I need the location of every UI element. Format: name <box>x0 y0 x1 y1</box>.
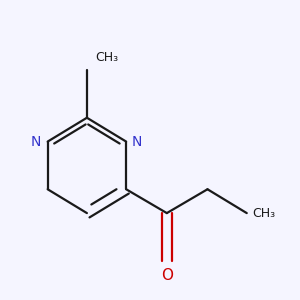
Text: N: N <box>131 135 142 148</box>
Text: CH₃: CH₃ <box>252 207 275 220</box>
Text: N: N <box>31 135 41 148</box>
Text: O: O <box>161 268 173 283</box>
Text: CH₃: CH₃ <box>95 52 119 64</box>
